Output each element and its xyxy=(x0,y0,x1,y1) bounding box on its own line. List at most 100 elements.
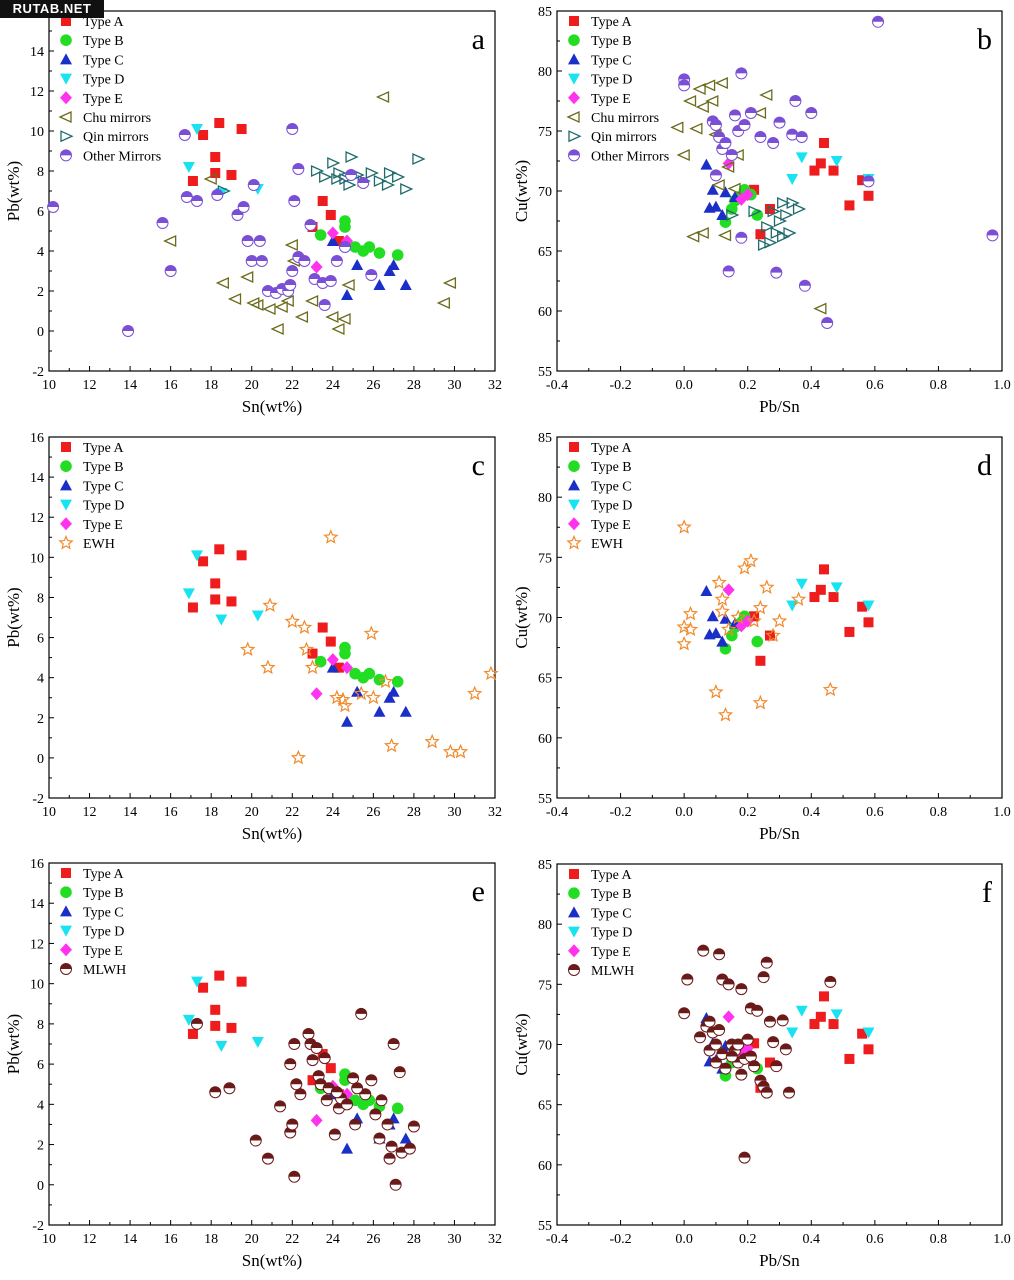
data-point xyxy=(333,662,344,673)
x-tick-label: 30 xyxy=(447,805,461,820)
data-point xyxy=(748,1060,761,1073)
y-tick-label: 55 xyxy=(538,365,552,380)
marker-fill xyxy=(713,1024,725,1031)
y-tick-label: 60 xyxy=(538,732,552,747)
legend: Type A Type B Type C Type D Type E MLWH xyxy=(60,867,126,978)
data-point xyxy=(331,322,345,336)
data-point xyxy=(822,681,838,697)
legend-label: Other Mirrors xyxy=(83,149,161,164)
data-point xyxy=(795,578,808,590)
series-type-a xyxy=(187,544,344,673)
data-point xyxy=(236,550,247,561)
legend-label: MLWH xyxy=(591,964,634,979)
y-tick-label: 14 xyxy=(30,45,44,60)
marker-fill xyxy=(732,1039,744,1045)
marker-fill xyxy=(735,983,747,990)
data-point xyxy=(261,285,274,297)
legend-marker xyxy=(566,110,580,124)
data-point xyxy=(387,259,400,270)
data-point xyxy=(365,689,382,705)
marker-fill xyxy=(179,129,191,135)
data-point xyxy=(337,697,353,713)
data-point xyxy=(719,1062,732,1075)
marker-fill xyxy=(774,117,785,123)
legend-label: Type C xyxy=(83,905,124,920)
data-point xyxy=(310,1113,323,1127)
series-type-c xyxy=(326,235,412,300)
data-point xyxy=(730,609,746,625)
marker-fill xyxy=(758,1081,770,1087)
y-axis-title: Cu(wt%) xyxy=(512,1013,531,1075)
legend-marker xyxy=(60,53,72,65)
marker-fill xyxy=(697,945,709,951)
marker-fill xyxy=(780,1043,792,1050)
y-tick-label: 16 xyxy=(30,857,44,872)
marker-fill xyxy=(388,1038,400,1044)
data-point xyxy=(304,659,321,675)
data-point xyxy=(815,584,826,595)
data-point xyxy=(749,1038,760,1049)
panel-a: 10 12 14 16 18 20 22 24 26 28 30 32-202468101214Sn(… xyxy=(4,10,502,416)
marker-fill xyxy=(751,1005,763,1011)
y-tick-label: 10 xyxy=(30,125,44,140)
data-point xyxy=(261,1152,274,1165)
data-point xyxy=(203,172,217,186)
y-tick-label: 80 xyxy=(538,918,552,933)
data-point xyxy=(700,585,713,597)
data-point xyxy=(786,174,799,185)
data-point xyxy=(331,172,345,186)
marker-fill xyxy=(331,1086,343,1093)
legend-label: Qin mirrors xyxy=(83,130,149,145)
marker-fill xyxy=(307,1054,319,1061)
data-point xyxy=(703,1015,716,1028)
y-tick-label: 0 xyxy=(37,1179,44,1194)
x-tick-label: 24 xyxy=(326,1232,340,1247)
data-point xyxy=(326,661,339,673)
data-point xyxy=(164,265,177,277)
series-type-d xyxy=(786,1005,875,1039)
data-point xyxy=(383,691,396,703)
marker-fill xyxy=(288,195,300,201)
data-point xyxy=(320,1094,333,1107)
data-point xyxy=(819,138,829,148)
legend-label: Type C xyxy=(591,906,632,921)
marker-fill xyxy=(404,1143,416,1149)
y-tick-label: 0 xyxy=(37,752,44,767)
data-point xyxy=(383,265,396,276)
legend-label: Type C xyxy=(591,53,632,68)
data-point xyxy=(288,1170,301,1183)
x-axis-title: Sn(wt%) xyxy=(242,397,302,416)
marker-fill xyxy=(254,235,266,241)
x-tick-label: 20 xyxy=(245,1232,259,1247)
marker-fill xyxy=(821,317,833,323)
data-point xyxy=(716,209,729,220)
data-point xyxy=(214,118,225,128)
data-point xyxy=(709,1038,722,1051)
x-tick-label: 0.4 xyxy=(803,805,821,820)
marker-fill xyxy=(373,1133,385,1139)
marker-fill xyxy=(284,279,296,285)
data-point xyxy=(363,625,380,641)
data-point xyxy=(467,685,483,701)
data-point xyxy=(741,188,754,202)
watermark: RUTAB.NET xyxy=(0,0,104,18)
marker-fill xyxy=(60,963,72,969)
x-tick-label: 32 xyxy=(488,805,502,820)
x-tick-label: -0.2 xyxy=(609,805,631,820)
legend-marker xyxy=(569,16,579,26)
data-point xyxy=(210,168,221,178)
data-point xyxy=(240,270,254,284)
data-point xyxy=(682,621,699,637)
data-point xyxy=(798,279,811,292)
data-point xyxy=(341,289,354,300)
legend-label: Type A xyxy=(83,867,125,882)
data-point xyxy=(483,665,499,681)
legend-marker xyxy=(61,442,71,452)
x-tick-label: 28 xyxy=(407,378,421,393)
marker-fill xyxy=(292,251,304,257)
data-point xyxy=(676,619,692,634)
data-point xyxy=(318,299,331,311)
data-point xyxy=(325,636,336,647)
marker-fill xyxy=(716,1048,728,1055)
data-point xyxy=(830,156,843,167)
